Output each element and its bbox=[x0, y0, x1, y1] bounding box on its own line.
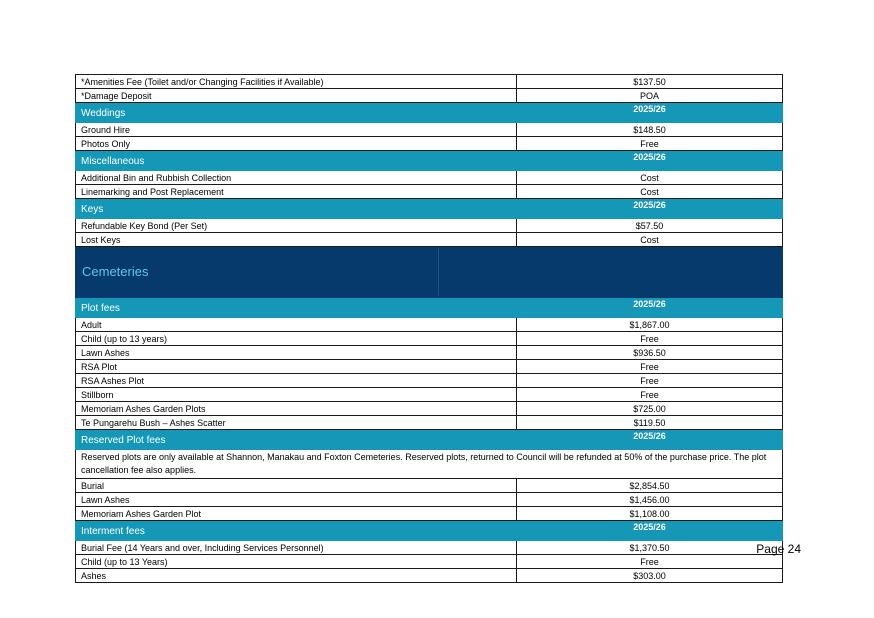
section-header-keys: Keys 2025/26 bbox=[75, 198, 783, 219]
section-title: Keys bbox=[75, 198, 517, 219]
section-header-plot-fees: Plot fees 2025/26 bbox=[75, 297, 783, 318]
section-title: Plot fees bbox=[75, 297, 517, 318]
fee-label: Refundable Key Bond (Per Set) bbox=[75, 218, 517, 233]
fee-price: Free bbox=[516, 331, 783, 346]
cemeteries-banner-left: Cemeteries bbox=[75, 246, 517, 298]
fees-table: *Amenities Fee (Toilet and/or Changing F… bbox=[75, 74, 783, 583]
section-year: 2025/26 bbox=[516, 429, 783, 450]
page-number: Page 24 bbox=[756, 542, 801, 556]
table-row: Additional Bin and Rubbish Collection Co… bbox=[75, 170, 783, 185]
fee-price: $148.50 bbox=[516, 122, 783, 137]
table-row: RSA Plot Free bbox=[75, 359, 783, 374]
section-title: Weddings bbox=[75, 102, 517, 123]
section-title: Interment fees bbox=[75, 520, 517, 541]
fee-label: Lawn Ashes bbox=[75, 345, 517, 360]
section-title: Miscellaneous bbox=[75, 150, 517, 171]
fee-price: $303.00 bbox=[516, 568, 783, 583]
table-row-note: Reserved plots are only available at Sha… bbox=[75, 449, 783, 479]
fee-price: $119.50 bbox=[516, 415, 783, 430]
table-row: Lawn Ashes $936.50 bbox=[75, 345, 783, 360]
table-row: Adult $1,867.00 bbox=[75, 317, 783, 332]
table-row: Ashes $303.00 bbox=[75, 568, 783, 583]
table-row: Linemarking and Post Replacement Cost bbox=[75, 184, 783, 199]
table-row: Memoriam Ashes Garden Plot $1,108.00 bbox=[75, 506, 783, 521]
fee-label: Memoriam Ashes Garden Plots bbox=[75, 401, 517, 416]
table-row: Te Pungarehu Bush – Ashes Scatter $119.5… bbox=[75, 415, 783, 430]
cemeteries-banner: Cemeteries bbox=[75, 246, 783, 298]
fee-label: Memoriam Ashes Garden Plot bbox=[75, 506, 517, 521]
fee-price: $2,854.50 bbox=[516, 478, 783, 493]
cemeteries-title: Cemeteries bbox=[82, 264, 149, 279]
fee-price: $1,370.50 bbox=[516, 540, 783, 555]
fee-price: $57.50 bbox=[516, 218, 783, 233]
section-year: 2025/26 bbox=[516, 297, 783, 318]
fee-price: $725.00 bbox=[516, 401, 783, 416]
table-row: Lost Keys Cost bbox=[75, 232, 783, 247]
banner-divider bbox=[438, 248, 439, 296]
fee-label: Child (up to 13 Years) bbox=[75, 554, 517, 569]
fee-label: Ashes bbox=[75, 568, 517, 583]
fee-label: Lost Keys bbox=[75, 232, 517, 247]
fee-price: Cost bbox=[516, 184, 783, 199]
section-title: Reserved Plot fees bbox=[75, 429, 517, 450]
table-row: Ground Hire $148.50 bbox=[75, 122, 783, 137]
fee-price: Free bbox=[516, 387, 783, 402]
fee-label: Ground Hire bbox=[75, 122, 517, 137]
table-row: RSA Ashes Plot Free bbox=[75, 373, 783, 388]
table-row: Burial $2,854.50 bbox=[75, 478, 783, 493]
fee-price: Free bbox=[516, 136, 783, 151]
fee-price: $137.50 bbox=[516, 74, 783, 89]
fee-label: Additional Bin and Rubbish Collection bbox=[75, 170, 517, 185]
fee-label: Te Pungarehu Bush – Ashes Scatter bbox=[75, 415, 517, 430]
table-row: *Damage Deposit POA bbox=[75, 88, 783, 103]
table-row: Child (up to 13 years) Free bbox=[75, 331, 783, 346]
section-header-weddings: Weddings 2025/26 bbox=[75, 102, 783, 123]
table-row: Lawn Ashes $1,456.00 bbox=[75, 492, 783, 507]
fee-label: Burial bbox=[75, 478, 517, 493]
fee-price: $1,456.00 bbox=[516, 492, 783, 507]
table-row: Refundable Key Bond (Per Set) $57.50 bbox=[75, 218, 783, 233]
fee-price: Cost bbox=[516, 232, 783, 247]
fee-price: $1,108.00 bbox=[516, 506, 783, 521]
cemeteries-banner-right bbox=[516, 246, 783, 298]
fee-price: $936.50 bbox=[516, 345, 783, 360]
fee-price: Free bbox=[516, 554, 783, 569]
fee-label: Linemarking and Post Replacement bbox=[75, 184, 517, 199]
fee-label: Adult bbox=[75, 317, 517, 332]
table-row: Memoriam Ashes Garden Plots $725.00 bbox=[75, 401, 783, 416]
section-header-reserved-plot-fees: Reserved Plot fees 2025/26 bbox=[75, 429, 783, 450]
fee-label: Stillborn bbox=[75, 387, 517, 402]
fee-label: Photos Only bbox=[75, 136, 517, 151]
fee-label: *Amenities Fee (Toilet and/or Changing F… bbox=[75, 74, 517, 89]
table-row: Child (up to 13 Years) Free bbox=[75, 554, 783, 569]
table-row: Stillborn Free bbox=[75, 387, 783, 402]
section-year: 2025/26 bbox=[516, 198, 783, 219]
table-row: Burial Fee (14 Years and over, Including… bbox=[75, 540, 783, 555]
fee-price: Free bbox=[516, 373, 783, 388]
section-header-miscellaneous: Miscellaneous 2025/26 bbox=[75, 150, 783, 171]
section-header-interment-fees: Interment fees 2025/26 bbox=[75, 520, 783, 541]
fee-price: POA bbox=[516, 88, 783, 103]
fee-label: *Damage Deposit bbox=[75, 88, 517, 103]
fee-label: Child (up to 13 years) bbox=[75, 331, 517, 346]
fee-price: Free bbox=[516, 359, 783, 374]
section-year: 2025/26 bbox=[516, 102, 783, 123]
fee-label: RSA Ashes Plot bbox=[75, 373, 517, 388]
fee-label: Lawn Ashes bbox=[75, 492, 517, 507]
reserved-plots-note: Reserved plots are only available at Sha… bbox=[75, 449, 783, 479]
fee-label: RSA Plot bbox=[75, 359, 517, 374]
section-year: 2025/26 bbox=[516, 150, 783, 171]
fee-price: Cost bbox=[516, 170, 783, 185]
section-year: 2025/26 bbox=[516, 520, 783, 541]
fee-price: $1,867.00 bbox=[516, 317, 783, 332]
fee-label: Burial Fee (14 Years and over, Including… bbox=[75, 540, 517, 555]
table-row: *Amenities Fee (Toilet and/or Changing F… bbox=[75, 74, 783, 89]
table-row: Photos Only Free bbox=[75, 136, 783, 151]
